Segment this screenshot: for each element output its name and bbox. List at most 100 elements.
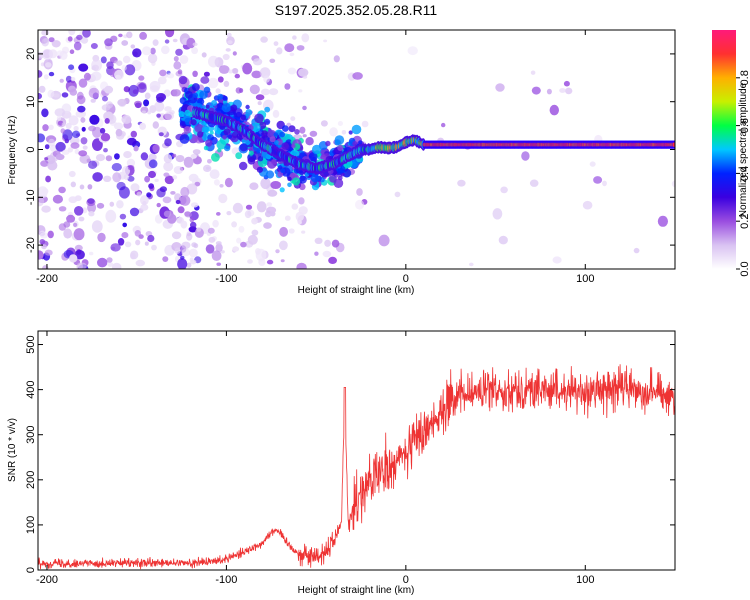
spectrogram-noise-blob [144, 241, 149, 246]
spectrogram-noise-blob [163, 161, 174, 172]
spectrogram-noise-blob [186, 233, 193, 241]
spectrogram-noise-blob [48, 138, 56, 147]
spectrogram-noise-blob [192, 42, 198, 47]
spectrogram-noise-blob [149, 105, 157, 114]
spectrogram-noise-blob [70, 181, 77, 188]
spectrogram-noise-blob [263, 75, 270, 83]
spectrogram-noise-blob [104, 85, 114, 94]
spectrogram-ridge-cloud [261, 130, 268, 137]
spectrogram-noise-blob [163, 172, 170, 177]
spectrogram-noise-blob [73, 222, 78, 227]
spectrogram-noise-blob [245, 204, 253, 210]
spectrogram-ridge-cloud [325, 140, 331, 147]
spectrogram-noise-blob [110, 243, 121, 252]
spectrogram-noise-blob [45, 175, 51, 183]
colorbar-gradient [712, 30, 736, 269]
spectrogram-noise-blob [158, 132, 164, 137]
spectrogram-noise-blob [41, 30, 50, 36]
spectrogram-noise-blob [203, 164, 212, 172]
spectrogram-noise-blob [159, 69, 167, 77]
spectrogram-noise-blob [122, 55, 131, 64]
spectrogram-noise-blob [190, 221, 197, 229]
spectrogram-noise-blob [276, 47, 283, 55]
spectrogram-noise-blob [68, 196, 78, 204]
spectrogram-ridge-cloud [311, 144, 322, 155]
spectrogram-noise-blob [177, 69, 183, 75]
spectrogram-noise-blob [117, 98, 127, 107]
spectrogram-noise-blob [107, 262, 114, 267]
spectrogram-ridge-cloud [191, 83, 200, 92]
spectrogram-ridge-cloud [256, 166, 263, 173]
spectrogram-noise-blob [207, 227, 215, 234]
spectrogram-noise-blob [175, 155, 185, 163]
spectrogram-ytick-label: 20 [25, 48, 37, 60]
spectrogram-ridge-cloud [179, 97, 187, 105]
spectrogram-ridge-cloud [254, 113, 264, 124]
spectrogram-xlabel: Height of straight line (km) [298, 285, 415, 296]
spectrogram-ridge-cloud [287, 182, 292, 188]
spectrogram-noise-blob [104, 38, 113, 47]
spectrogram-noise-blob [252, 58, 263, 66]
spectrogram-noise-blob [139, 31, 148, 40]
spectrogram-noise-blob [132, 89, 139, 94]
spectrogram-noise-blob [64, 138, 70, 144]
spectrogram-ridge-cloud [352, 141, 358, 146]
spectrogram-noise-blob [251, 217, 258, 225]
spectrogram-ridge-cloud [211, 153, 220, 162]
spectrogram-noise-blob [105, 155, 113, 162]
spectrogram-noise-blob [82, 30, 91, 38]
spectrogram-noise-blob [251, 229, 259, 236]
spectrogram-ridge-cloud [209, 130, 214, 135]
spectrogram-ridge-cloud [264, 106, 271, 113]
spectrogram-noise-blob [121, 65, 127, 71]
spectrogram-ridge-cloud [279, 131, 286, 138]
spectrogram-ridge-cloud [222, 135, 227, 140]
spectrogram-noise-blob [171, 231, 182, 240]
spectrogram-noise-blob [45, 62, 52, 68]
spectrogram-noise-blob [215, 241, 222, 246]
spectrogram-noise-blob [163, 89, 171, 97]
spectrogram-noise-blob [177, 206, 185, 214]
spectrogram-noise-blob [222, 53, 230, 61]
spectrogram-noise-blob [77, 105, 86, 113]
spectrogram-noise-blob [172, 38, 178, 43]
spectrogram-noise-blob [101, 104, 111, 111]
spectrogram-ridge-cloud [351, 124, 362, 135]
spectrogram-noise-blob [292, 35, 297, 40]
spectrogram-noise-blob [68, 170, 76, 178]
spectrogram-noise-blob [256, 201, 267, 213]
spectrogram-ridge-cloud [248, 150, 254, 156]
spectrogram-noise-blob [298, 197, 305, 205]
spectrogram-noise-blob [148, 170, 156, 179]
spectrogram-noise-blob [100, 133, 111, 142]
spectrogram-ridge-cloud [217, 93, 224, 100]
spectrogram-noise-blob [92, 126, 102, 138]
spectrogram-noise-blob [186, 37, 196, 49]
spectrogram-noise-blob [124, 241, 132, 248]
spectrogram-noise-blob [44, 249, 53, 256]
spectrogram-noise-blob [314, 251, 319, 256]
spectrogram-noise-blob [59, 78, 64, 83]
spectrogram-noise-blob [174, 193, 182, 202]
spectrogram-noise-blob [130, 252, 136, 260]
spectrogram-noise-blob [67, 36, 73, 42]
spectrogram-ridge-cloud [178, 111, 185, 118]
spectrogram-noise-blob [211, 250, 222, 261]
spectrogram-noise-blob [48, 124, 54, 130]
spectrogram-noise-blob [219, 184, 224, 188]
spectrogram-noise-blob [68, 30, 76, 36]
spectrogram-noise-blob [152, 39, 159, 46]
spectrogram-noise-blob [186, 262, 192, 268]
spectrogram-noise-blob [73, 228, 85, 241]
colorbar-tick-label: 0.0 [739, 261, 750, 276]
spectrogram-xtick-label: 0 [403, 273, 409, 285]
spectrogram-noise-blob [268, 88, 279, 96]
spectrogram-noise-blob [264, 210, 272, 218]
spectrogram-noise-blob [58, 223, 67, 231]
spectrogram-noise-blob [61, 92, 69, 98]
spectrogram-noise-blob [103, 175, 112, 182]
spectrogram-ridge-cloud [245, 109, 253, 116]
spectrogram-noise-blob [500, 186, 508, 194]
